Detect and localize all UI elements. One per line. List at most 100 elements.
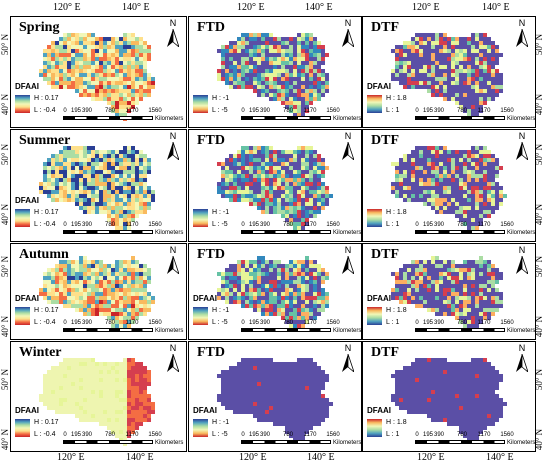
raster-cell xyxy=(317,206,321,210)
raster-cell xyxy=(471,280,475,284)
raster-cell xyxy=(399,300,403,304)
scale-bar-label: 780 xyxy=(104,320,116,326)
raster-cell xyxy=(479,77,483,81)
raster-cell xyxy=(443,57,447,61)
raster-cell xyxy=(135,398,139,402)
raster-cell xyxy=(317,308,321,312)
raster-cell xyxy=(127,394,131,398)
raster-cell xyxy=(111,154,115,158)
raster-cell xyxy=(273,206,277,210)
raster-cell xyxy=(127,268,131,272)
raster-cell xyxy=(63,53,67,57)
raster-cell xyxy=(439,154,443,158)
raster-cell xyxy=(261,268,265,272)
raster-cell xyxy=(289,45,293,49)
raster-cell xyxy=(47,300,51,304)
raster-cell xyxy=(51,280,55,284)
raster-cell xyxy=(99,362,103,366)
raster-cell xyxy=(411,41,415,45)
raster-cell xyxy=(241,304,245,308)
raster-cell xyxy=(63,190,67,194)
raster-cell xyxy=(269,382,273,386)
raster-cell xyxy=(87,93,91,97)
raster-cell xyxy=(467,81,471,85)
raster-cell xyxy=(463,398,467,402)
raster-cell xyxy=(495,280,499,284)
raster-cell xyxy=(289,394,293,398)
raster-cell xyxy=(245,170,249,174)
raster-cell xyxy=(293,260,297,264)
raster-cell xyxy=(285,53,289,57)
raster-cell xyxy=(75,33,79,37)
raster-cell xyxy=(321,414,325,418)
raster-cell xyxy=(75,386,79,390)
north-label: N xyxy=(169,343,177,353)
scale-bar-unit: Kilometers xyxy=(333,230,362,236)
raster-cell xyxy=(237,186,241,190)
raster-cell xyxy=(269,304,273,308)
raster-cell xyxy=(491,300,495,304)
raster-cell xyxy=(419,362,423,366)
raster-cell xyxy=(459,85,463,89)
raster-cell xyxy=(131,190,135,194)
raster-cell xyxy=(399,406,403,410)
raster-cell xyxy=(47,158,51,162)
raster-cell xyxy=(67,370,71,374)
raster-cell xyxy=(269,362,273,366)
raster-cell xyxy=(309,280,313,284)
raster-cell xyxy=(253,170,257,174)
raster-cell xyxy=(123,406,127,410)
raster-cell xyxy=(119,178,123,182)
raster-cell xyxy=(75,41,79,45)
raster-cell xyxy=(491,366,495,370)
raster-cell xyxy=(95,398,99,402)
raster-cell xyxy=(467,300,471,304)
raster-cell xyxy=(119,101,123,105)
raster-cell xyxy=(479,190,483,194)
raster-cell xyxy=(233,190,237,194)
raster-cell xyxy=(471,222,475,226)
raster-cell xyxy=(459,158,463,162)
raster-cell xyxy=(139,45,143,49)
raster-cell xyxy=(103,190,107,194)
raster-cell xyxy=(127,260,131,264)
raster-cell xyxy=(95,370,99,374)
raster-cell xyxy=(285,166,289,170)
raster-cell xyxy=(415,182,419,186)
scale-bar-label: 1560 xyxy=(148,222,162,228)
raster-cell xyxy=(435,158,439,162)
raster-cell xyxy=(483,174,487,178)
raster-cell xyxy=(237,81,241,85)
raster-cell xyxy=(285,170,289,174)
raster-cell xyxy=(439,378,443,382)
raster-cell xyxy=(325,190,329,194)
raster-cell xyxy=(67,300,71,304)
raster-cell xyxy=(123,410,127,414)
raster-cell xyxy=(111,182,115,186)
raster-cell xyxy=(55,69,59,73)
scale-bar-label: 780 xyxy=(282,222,294,228)
raster-cell xyxy=(143,394,147,398)
raster-cell xyxy=(95,65,99,69)
raster-cell xyxy=(325,77,329,81)
raster-cell xyxy=(305,182,309,186)
raster-map xyxy=(39,358,155,446)
raster-cell xyxy=(297,109,301,113)
raster-cell xyxy=(471,226,475,230)
raster-cell xyxy=(495,202,499,206)
raster-cell xyxy=(59,186,63,190)
raster-cell xyxy=(63,81,67,85)
raster-cell xyxy=(221,170,225,174)
raster-cell xyxy=(273,73,277,77)
raster-cell xyxy=(443,190,447,194)
raster-cell xyxy=(91,206,95,210)
raster-cell xyxy=(71,300,75,304)
raster-cell xyxy=(265,154,269,158)
raster-cell xyxy=(87,358,91,362)
raster-cell xyxy=(293,170,297,174)
raster-cell xyxy=(475,296,479,300)
raster-cell xyxy=(427,158,431,162)
raster-cell xyxy=(439,65,443,69)
raster-cell xyxy=(59,264,63,268)
raster-cell xyxy=(119,378,123,382)
